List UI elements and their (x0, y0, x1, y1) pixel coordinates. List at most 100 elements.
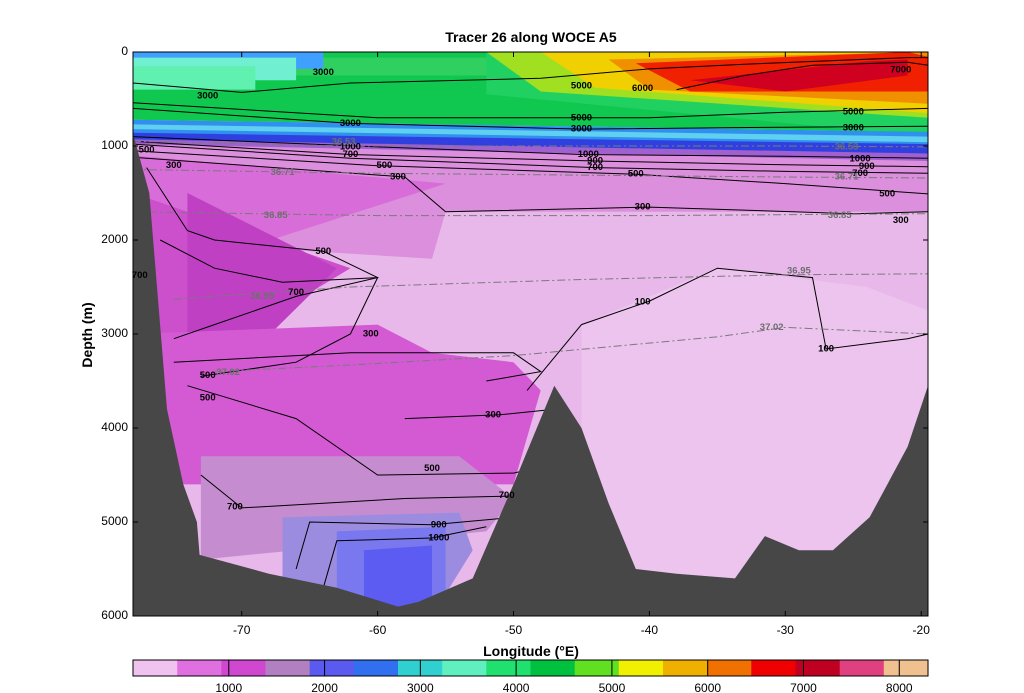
contour-line-11 (200, 277, 379, 377)
contour-label-38: 900 (431, 519, 447, 530)
contour-label-12: 500 (376, 160, 392, 171)
colorbar-swatch-10 (574, 660, 620, 676)
colorbar-swatch-9 (530, 660, 576, 676)
density-line-0 (132, 140, 929, 148)
colorbar-swatch-0 (133, 660, 178, 676)
y-axis-ticks: 0 1000 2000 3000 4000 5000 6000 (101, 44, 928, 622)
contour-label-27: 500 (315, 246, 331, 257)
contour-label-26: 700 (132, 270, 148, 281)
colorbar-swatch-11 (618, 660, 664, 676)
contour-line-2 (132, 107, 929, 130)
contour-label-0: 3000 (313, 67, 334, 78)
y-tick-label: 5000 (101, 514, 128, 528)
contour-label-36: 700 (499, 490, 515, 501)
contour-line-18 (404, 408, 555, 420)
contour-line-6 (132, 143, 929, 174)
shading-band-9 (364, 545, 432, 616)
contour-line-15 (295, 516, 514, 570)
contour-label-6: 5000 (571, 112, 592, 123)
colorbar (132, 659, 929, 677)
x-tick-label: -20 (913, 623, 931, 637)
contour-label-16: 700 (587, 162, 603, 173)
contour-label-22: 500 (879, 188, 895, 199)
contour-label-7: 3000 (571, 124, 592, 135)
contour-line-7 (132, 150, 929, 195)
contour-label-39: 1000 (428, 533, 449, 544)
density-label-3: 36.71 (835, 172, 859, 183)
y-axis-label: Depth (m) (79, 302, 95, 367)
colorbar-tick-label: 4000 (503, 681, 530, 693)
colorbar-swatch-4 (309, 660, 355, 676)
contour-line-8 (132, 156, 929, 215)
contour-label-32: 500 (200, 370, 216, 381)
contour-label-23: 300 (893, 215, 909, 226)
colorbar-tick-label: 5000 (599, 681, 626, 693)
contour-label-37: 700 (227, 502, 243, 513)
contour-label-18: 300 (635, 202, 651, 213)
contour-label-10: 1000 (340, 141, 361, 152)
y-tick-label: 3000 (101, 326, 128, 340)
density-label-9: 37.02 (760, 322, 784, 333)
colorbar-tick-label: 6000 (694, 681, 721, 693)
x-axis-ticks: -70 -60 -50 -40 -30 -20 (233, 52, 930, 637)
colorbar-tick-label: 8000 (886, 681, 913, 693)
x-tick-label: -50 (505, 623, 523, 637)
x-axis-label: Longitude (°E) (483, 643, 579, 659)
density-label-0: 36.53 (332, 137, 356, 148)
y-tick-label: 6000 (101, 608, 128, 622)
density-label-8: 37.02 (216, 367, 240, 378)
shading-band-1 (133, 127, 928, 259)
colorbar-swatch-16 (839, 660, 885, 676)
chart-title: Tracer 26 along WOCE A5 (445, 29, 617, 45)
contour-label-30: 100 (635, 297, 651, 308)
colorbar-swatch-7 (442, 660, 487, 676)
y-tick-label: 0 (121, 44, 128, 58)
shading-band-21 (690, 59, 908, 92)
density-label-7: 36.95 (787, 266, 811, 277)
contour-label-33: 500 (200, 392, 216, 403)
contour-label-13: 300 (390, 172, 406, 183)
colorbar-tick-label: 3000 (407, 681, 434, 693)
contour-line-5 (132, 140, 929, 168)
contour-label-25: 300 (166, 160, 182, 171)
colorbar-swatch-5 (353, 660, 399, 676)
colorbar-frame (132, 659, 929, 677)
colorbar-tick-label: 2000 (311, 681, 338, 693)
contour-label-9: 3000 (843, 123, 864, 134)
y-tick-label: 4000 (101, 420, 128, 434)
contour-line-4 (132, 136, 929, 159)
contour-label-3: 5000 (571, 80, 592, 91)
contour-line-9 (146, 167, 380, 340)
colorbar-ticks: 1000 2000 3000 4000 5000 6000 7000 8000 (215, 660, 913, 693)
shading-band-24 (133, 132, 928, 156)
contour-line-0 (132, 57, 928, 93)
contour-label-31: 100 (818, 344, 834, 355)
density-label-2: 36.53 (835, 141, 859, 152)
x-tick-label: -30 (777, 623, 795, 637)
contour-label-4: 6000 (632, 83, 653, 94)
contour-line-12 (173, 352, 542, 382)
colorbar-swatch-13 (707, 660, 752, 676)
density-line-2 (132, 211, 929, 217)
colorbar-tick-label: 7000 (790, 681, 817, 693)
contour-label-5: 7000 (890, 64, 911, 75)
contour-label-1: 3000 (197, 91, 218, 102)
shading-band-23 (133, 124, 928, 143)
contour-label-2: 3000 (340, 118, 361, 129)
colorbar-swatch-8 (486, 660, 532, 676)
contour-lines (132, 57, 929, 588)
y-tick-label: 1000 (101, 138, 128, 152)
shading-band-15 (133, 66, 256, 90)
contour-label-29: 300 (363, 329, 379, 340)
contour-label-14: 1000 (578, 149, 599, 160)
contour-label-19: 1000 (850, 154, 871, 165)
contour-label-17: 500 (628, 169, 644, 180)
density-label-1: 36.71 (271, 167, 295, 178)
x-tick-label: -60 (369, 623, 387, 637)
bottom-topography (133, 133, 928, 617)
density-line-1 (132, 169, 929, 179)
density-label-6: 36.95 (250, 291, 274, 302)
x-tick-label: -40 (641, 623, 659, 637)
